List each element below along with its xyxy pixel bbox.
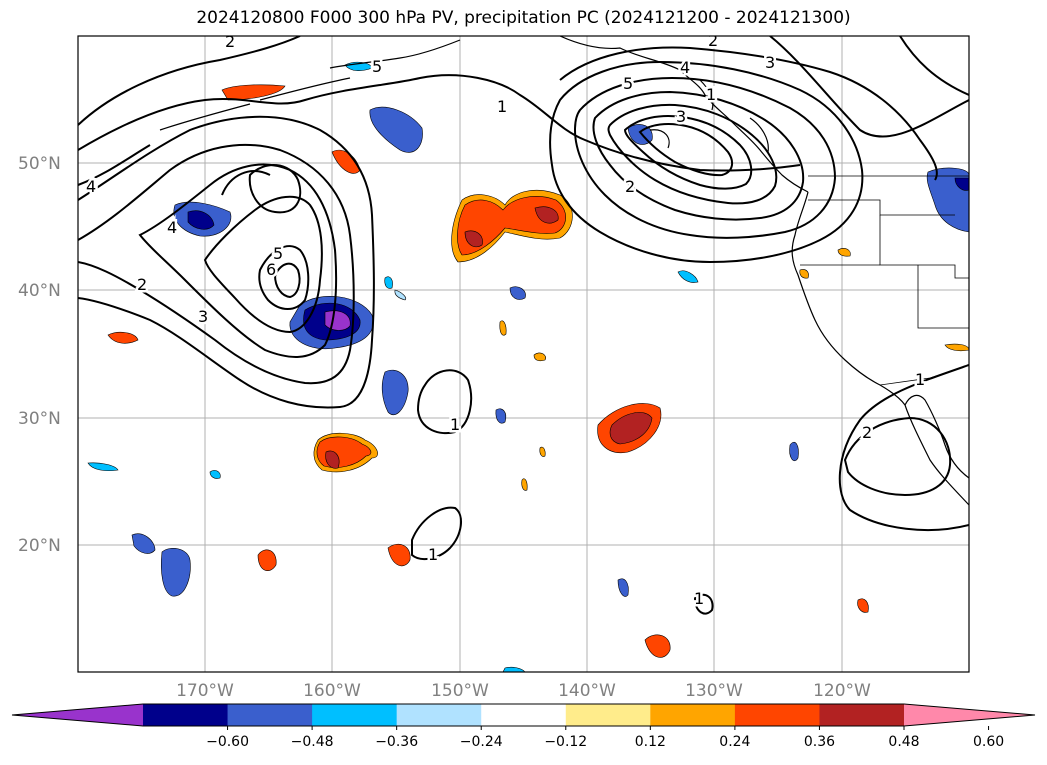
precip-shading [87,61,969,672]
precip-blob [394,289,407,301]
lat-label-50n: 50°N [18,154,61,174]
contour-label: 3 [765,53,775,72]
contour-label: 2 [708,31,718,50]
lon-label-150w: 150°W [431,681,489,701]
contour-label: 1 [497,97,507,116]
contour-label: 5 [623,74,633,93]
precip-blob [161,547,191,597]
pv-contours [78,36,969,615]
colorbar-swatch [312,704,398,726]
colorbar-tick-label: −0.48 [291,734,334,750]
precip-blob [644,634,671,658]
colorbar-tick-label: 0.60 [973,734,1004,750]
precip-blob [539,446,546,457]
colorbar-tick-label: 0.48 [888,734,919,750]
precip-blob [381,369,409,416]
longitude-labels: 170°W 160°W 150°W 140°W 130°W 120°W [176,681,871,701]
colorbar-tick-label: 0.36 [804,734,835,750]
contour-label: 3 [198,307,208,326]
colorbar-swatch [396,704,482,726]
precip-blob [533,352,546,362]
contour-label: 6 [266,260,276,279]
map-area: 2 4 2 3 5 6 4 5 3 1 1 2 4 3 5 2 1 2 1 1 … [78,31,969,672]
colorbar-extend-max [904,704,1035,726]
lon-label-130w: 130°W [685,681,743,701]
precip-blob [837,248,851,257]
contour-label: 2 [862,423,872,442]
precip-blob [107,331,139,344]
precip-blob [944,343,969,352]
precip-blob [325,450,340,469]
contour-label: 4 [167,218,177,237]
precip-blob [369,106,423,153]
contour-label: 2 [225,32,235,51]
coastlines [159,36,969,506]
precip-blob [609,412,653,445]
precip-blob [617,578,629,597]
colorbar-tick-label: 0.12 [635,734,666,750]
contour-labels: 2 4 2 3 5 6 4 5 3 1 1 2 4 3 5 2 1 2 1 1 … [84,31,928,611]
colorbar-outline [11,703,1036,727]
colorbar-tick-label: −0.36 [375,734,418,750]
contour-label: 2 [137,275,147,294]
colorbar-extend-min [12,704,143,726]
colorbar-swatch [819,704,905,726]
contour-label: 5 [372,57,382,76]
colorbar-swatch [143,704,229,726]
contour-label: 1 [915,370,925,389]
contour-label: 5 [273,244,283,263]
precip-blob [521,478,528,491]
map-frame [77,35,970,673]
contour-label: 1 [450,415,460,434]
contour-label: 1 [706,85,716,104]
precip-blob [464,230,483,248]
colorbar-swatch [227,704,313,726]
contour-label: 4 [680,58,690,77]
precip-blob [131,533,156,554]
colorbar: −0.60 −0.48 −0.36 −0.24 −0.12 0.12 0.24 0.36 0.4… [11,703,1036,750]
precip-blob [954,177,969,191]
precip-blob [509,286,526,300]
colorbar-tick-label: 0.24 [719,734,750,750]
colorbar-swatch [565,704,651,726]
precip-blob [495,408,507,424]
contour-label: 1 [428,545,438,564]
colorbar-tick-label: −0.24 [460,734,503,750]
lon-label-120w: 120°W [813,681,871,701]
precip-blob [534,206,559,224]
lat-label-40n: 40°N [18,281,61,301]
latitude-labels: 50°N 40°N 30°N 20°N [18,154,61,556]
precip-blob [789,441,799,462]
lon-label-140w: 140°W [558,681,616,701]
precip-blob [677,270,699,283]
colorbar-swatch [481,704,567,726]
colorbar-swatch [734,704,820,726]
lon-label-160w: 160°W [303,681,361,701]
colorbar-tick-label: −0.12 [544,734,587,750]
precip-blob [87,462,119,472]
precip-blob [384,276,393,289]
precip-blob [499,320,507,336]
contour-label: 2 [625,177,635,196]
lat-label-30n: 30°N [18,409,61,429]
precip-blob [387,544,411,567]
precip-blob [857,598,869,613]
precip-blob [799,269,809,279]
precip-blob [257,549,277,572]
map-title: 2024120800 F000 300 hPa PV, precipitatio… [196,8,851,28]
contour-label: 4 [86,177,96,196]
colorbar-tick-label: −0.60 [206,734,249,750]
lon-label-170w: 170°W [176,681,234,701]
precip-blob [187,210,215,230]
precip-blob [209,470,221,479]
contour-label: 1 [694,589,704,608]
contour-label: 3 [676,107,686,126]
lat-label-20n: 20°N [18,536,61,556]
precip-blob [502,666,526,672]
colorbar-swatch [650,704,736,726]
